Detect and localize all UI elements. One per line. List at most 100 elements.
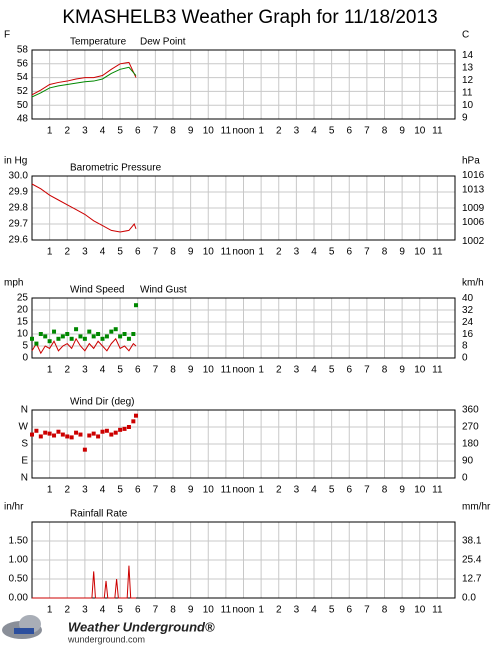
x-tick-label: 9 [399, 247, 405, 258]
y2-tick-label: 25.4 [462, 555, 482, 566]
y2-tick-label: 8 [462, 341, 468, 352]
x-tick-label: 9 [399, 126, 405, 137]
y-tick-label: W [19, 422, 29, 433]
y-tick-label: 29.9 [9, 187, 29, 198]
x-tick-label: 4 [100, 126, 106, 137]
series-marker [126, 336, 131, 341]
series-marker [133, 303, 138, 308]
x-tick-label: 9 [188, 485, 194, 496]
y2-tick-label: 180 [462, 439, 479, 450]
y-tick-label: S [21, 439, 28, 450]
series-marker [47, 339, 52, 344]
x-tick-label: 7 [364, 126, 370, 137]
y2-tick-label: 90 [462, 456, 474, 467]
x-tick-label: noon [232, 247, 254, 258]
series-line [31, 183, 137, 233]
y2-axis-label: hPa [462, 156, 480, 167]
y-tick-label: E [21, 456, 28, 467]
series-marker [78, 334, 83, 339]
x-tick-label: 7 [364, 485, 370, 496]
x-tick-label: 1 [47, 605, 53, 616]
y2-tick-label: 24 [462, 317, 474, 328]
x-tick-label: 11 [432, 605, 443, 616]
y-axis-label: in Hg [4, 156, 27, 167]
x-tick-label: 4 [311, 485, 317, 496]
x-tick-label: 1 [258, 247, 264, 258]
series-marker [38, 434, 43, 439]
x-tick-label: 11 [221, 365, 232, 376]
series-marker [133, 413, 138, 418]
series-marker [118, 427, 123, 432]
series-marker [69, 336, 74, 341]
x-tick-label: 3 [82, 126, 88, 137]
y-tick-label: 50 [17, 100, 29, 111]
series-marker [60, 432, 65, 437]
x-tick-label: 2 [276, 605, 282, 616]
y2-tick-label: 0 [462, 473, 468, 484]
y-axis-label: F [4, 30, 10, 41]
series-marker [60, 334, 65, 339]
series-marker [104, 334, 109, 339]
y-tick-label: 15 [17, 317, 29, 328]
brand: Weather Underground® [68, 619, 215, 634]
x-tick-label: 9 [399, 605, 405, 616]
series-marker [65, 332, 70, 336]
y-tick-label: 29.7 [9, 219, 29, 230]
series-marker [131, 419, 136, 424]
x-tick-label: 1 [258, 605, 264, 616]
x-tick-label: 10 [414, 485, 426, 496]
x-tick-label: 11 [432, 126, 443, 137]
x-tick-label: 9 [399, 485, 405, 496]
series-marker [122, 332, 127, 336]
x-tick-label: 10 [203, 126, 215, 137]
y-tick-label: 58 [17, 45, 29, 56]
x-tick-label: 3 [82, 605, 88, 616]
x-tick-label: 2 [64, 247, 70, 258]
x-tick-label: 4 [100, 605, 106, 616]
x-tick-label: 8 [170, 247, 176, 258]
x-tick-label: 9 [188, 605, 194, 616]
x-tick-label: 7 [153, 247, 159, 258]
x-tick-label: 8 [382, 126, 388, 137]
y2-tick-label: 32 [462, 305, 474, 316]
x-tick-label: 8 [170, 605, 176, 616]
x-tick-label: 2 [276, 365, 282, 376]
x-tick-label: 11 [221, 485, 232, 496]
x-tick-label: noon [232, 126, 254, 137]
x-tick-label: 10 [414, 247, 426, 258]
x-tick-label: 1 [47, 365, 53, 376]
series-marker [118, 334, 123, 339]
x-tick-label: 9 [399, 365, 405, 376]
y2-axis-label: mm/hr [462, 502, 491, 513]
y2-tick-label: 1016 [462, 170, 485, 181]
x-tick-label: 6 [135, 247, 141, 258]
x-tick-label: 1 [47, 247, 53, 258]
x-tick-label: 7 [364, 605, 370, 616]
x-tick-label: 2 [276, 247, 282, 258]
y-tick-label: 0.50 [9, 574, 29, 585]
y2-tick-label: 9 [462, 112, 468, 123]
legend-entry: Wind Speed [70, 285, 124, 296]
x-tick-label: 2 [64, 605, 70, 616]
x-tick-label: 11 [221, 247, 232, 258]
y-axis-label: in/hr [4, 502, 24, 513]
series-marker [52, 433, 57, 438]
x-tick-label: 7 [153, 605, 159, 616]
x-tick-label: 5 [329, 485, 335, 496]
series-marker [82, 336, 87, 341]
x-tick-label: 11 [221, 126, 232, 137]
y-tick-label: 0.00 [9, 593, 29, 604]
x-tick-label: 3 [294, 247, 300, 258]
x-tick-label: 9 [188, 126, 194, 137]
x-tick-label: 9 [188, 365, 194, 376]
x-tick-label: 5 [329, 605, 335, 616]
legend-entry: Wind Dir (deg) [70, 397, 134, 408]
y-tick-label: 52 [17, 86, 29, 97]
x-tick-label: 4 [311, 247, 317, 258]
y2-tick-label: 1006 [462, 217, 485, 228]
x-tick-label: 8 [170, 126, 176, 137]
series-marker [74, 430, 79, 435]
y2-tick-label: 13 [462, 63, 474, 74]
y2-tick-label: 1013 [462, 184, 485, 195]
series-marker [104, 428, 109, 433]
